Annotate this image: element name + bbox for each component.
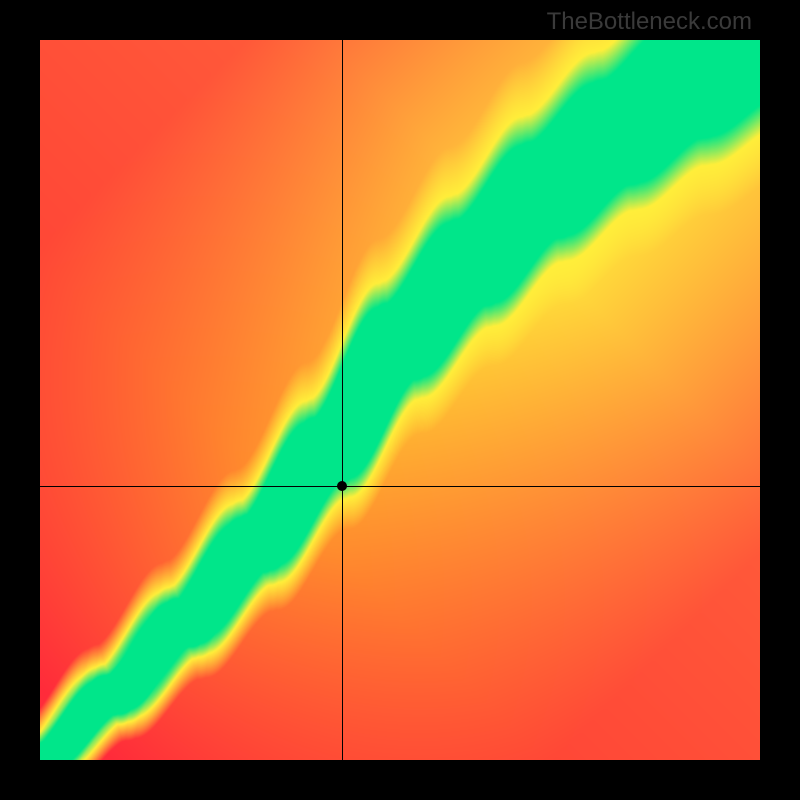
crosshair-dot xyxy=(337,481,347,491)
crosshair-vertical xyxy=(342,40,343,760)
heatmap-canvas xyxy=(40,40,760,760)
crosshair-horizontal xyxy=(40,486,760,487)
heatmap-chart xyxy=(40,40,760,760)
watermark-text: TheBottleneck.com xyxy=(547,8,752,36)
